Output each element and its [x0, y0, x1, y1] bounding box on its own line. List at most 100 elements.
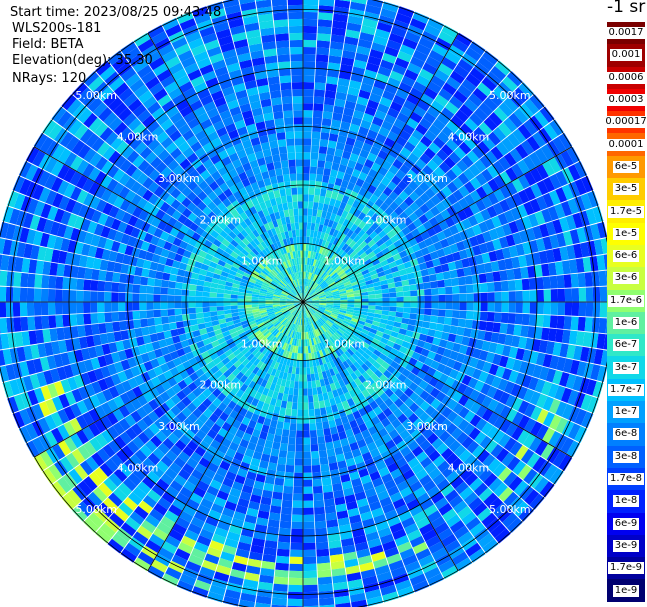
range-gate [375, 357, 385, 366]
range-gate [207, 331, 216, 338]
range-gate [94, 419, 107, 433]
range-gate [382, 297, 390, 302]
range-gate [198, 153, 210, 164]
range-gate [356, 45, 371, 56]
range-gate [287, 267, 293, 275]
range-gate [284, 311, 291, 317]
range-gate [236, 269, 245, 276]
range-gate [161, 316, 169, 325]
range-gate [429, 344, 439, 353]
range-gate [360, 288, 368, 293]
range-gate [495, 365, 506, 378]
range-gate [461, 155, 474, 168]
range-gate [300, 304, 303, 312]
range-gate [239, 383, 249, 393]
range-gate [511, 163, 524, 178]
range-gate [387, 315, 396, 322]
range-gate [274, 384, 281, 393]
range-gate [394, 258, 404, 266]
range-gate [69, 171, 82, 186]
range-gate [164, 124, 178, 137]
range-gate [236, 149, 247, 159]
range-gate [303, 124, 313, 132]
range-gate [278, 315, 285, 322]
range-gate [346, 294, 355, 298]
range-gate [180, 339, 190, 348]
range-gate [458, 197, 470, 210]
range-gate [66, 489, 82, 506]
range-gate [287, 329, 293, 337]
range-gate [186, 152, 199, 164]
range-gate [428, 124, 442, 137]
range-gate [192, 185, 203, 196]
range-gate [486, 164, 500, 179]
range-gate [603, 254, 607, 270]
range-gate [300, 353, 303, 361]
range-gate [143, 427, 155, 440]
range-gate [450, 277, 459, 287]
range-gate [461, 511, 477, 526]
range-gate [543, 302, 552, 315]
range-gate [132, 386, 143, 398]
range-gate [360, 25, 376, 36]
range-gate [129, 511, 145, 526]
range-gate [341, 480, 353, 490]
range-gate [375, 72, 390, 84]
range-gate [303, 180, 310, 188]
range-gate [424, 405, 436, 417]
range-gate [493, 107, 508, 122]
range-gate [318, 293, 326, 297]
range-gate [118, 302, 126, 312]
range-gate [312, 208, 318, 217]
range-gate [491, 376, 502, 389]
range-gate [338, 288, 346, 293]
range-gate [496, 448, 510, 463]
range-gate [270, 336, 277, 344]
range-gate [325, 305, 334, 309]
range-gate [524, 418, 537, 433]
range-gate [216, 126, 228, 138]
range-gate [374, 309, 383, 315]
range-gate [227, 243, 236, 251]
range-gate [316, 429, 325, 437]
range-gate [469, 522, 486, 537]
range-gate [452, 251, 462, 262]
range-gate [42, 468, 57, 485]
range-gate [441, 197, 452, 209]
range-gate [159, 402, 171, 414]
range-gate [0, 334, 3, 350]
range-gate [320, 271, 327, 279]
range-gate [267, 462, 278, 471]
range-gate [355, 416, 365, 426]
range-gate [438, 31, 455, 45]
range-gate [404, 206, 414, 217]
range-gate [78, 336, 88, 349]
range-gate [410, 429, 422, 441]
range-gate [276, 332, 283, 340]
range-gate [253, 358, 261, 367]
range-gate [253, 237, 261, 246]
range-gate [259, 326, 267, 333]
range-gate [258, 581, 273, 591]
range-gate [554, 329, 564, 343]
range-gate [244, 386, 253, 396]
range-gate [200, 118, 213, 130]
range-gate [162, 272, 171, 281]
range-gate [365, 200, 375, 210]
range-gate [508, 220, 519, 234]
range-gate [329, 315, 337, 321]
range-gate [12, 411, 25, 429]
range-gate [221, 357, 231, 366]
range-gate [33, 454, 48, 472]
range-gate [279, 325, 286, 333]
range-gate [219, 109, 232, 121]
range-gate [210, 456, 223, 467]
range-gate [312, 359, 317, 367]
range-gate [209, 335, 218, 343]
range-gate [431, 154, 444, 167]
range-gate [291, 402, 298, 410]
range-gate [261, 338, 269, 346]
range-gate [318, 261, 324, 269]
range-gate [145, 50, 162, 65]
range-gate [350, 73, 364, 83]
